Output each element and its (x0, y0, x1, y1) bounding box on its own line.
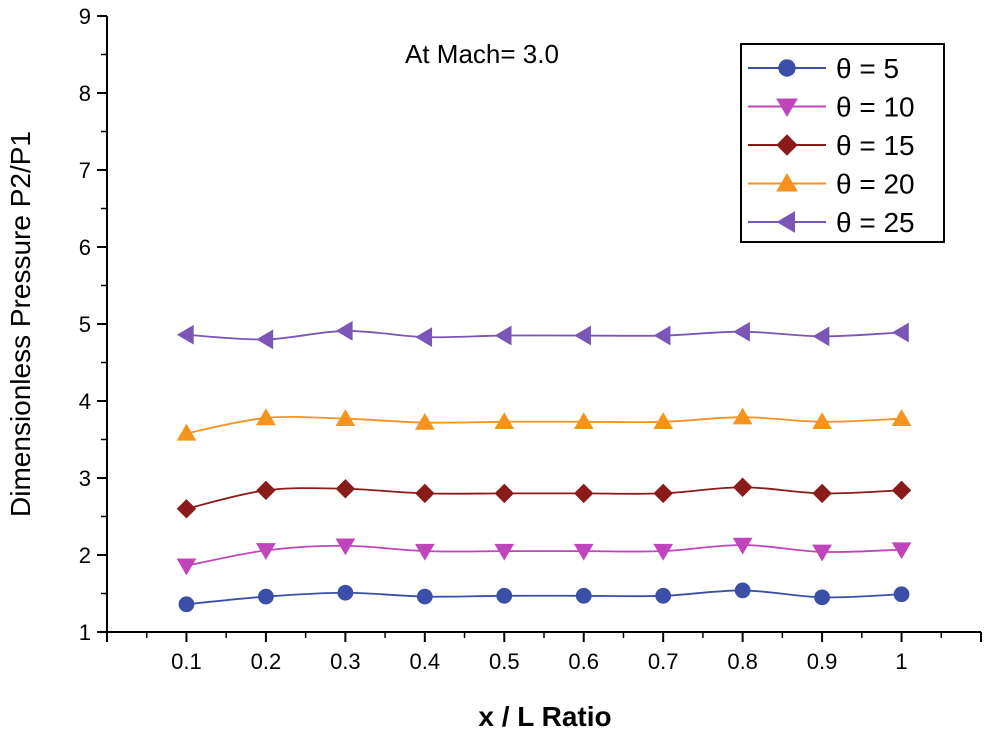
data-point (655, 587, 672, 604)
data-point (814, 589, 830, 606)
data-point (812, 544, 832, 562)
data-point (732, 407, 753, 425)
series-line (186, 544, 902, 567)
data-point (812, 326, 830, 347)
y-tick-label: 3 (79, 466, 91, 491)
data-point (812, 412, 832, 430)
y-tick-label: 7 (79, 158, 91, 183)
chart-annotation: At Mach= 3.0 (405, 39, 559, 69)
y-tick-label: 5 (79, 312, 91, 337)
data-point (574, 483, 594, 504)
data-point (573, 543, 594, 561)
data-point (732, 537, 753, 555)
legend-label: θ = 15 (836, 130, 915, 161)
data-point (337, 584, 354, 601)
legend-marker (776, 134, 798, 156)
data-point (415, 327, 433, 347)
x-tick-label: 0.9 (807, 649, 838, 674)
legend-box (740, 43, 945, 243)
data-point (494, 543, 515, 561)
data-point (653, 412, 674, 430)
data-point (256, 408, 276, 426)
data-point (653, 325, 671, 346)
legend-label: θ = 20 (836, 169, 915, 200)
data-point (732, 477, 753, 497)
y-tick-label: 4 (79, 389, 91, 414)
y-tick-label: 2 (79, 543, 91, 568)
data-point (256, 480, 276, 501)
legend: θ = 5 θ = 10 θ = 15 θ = 20 θ = 25 (740, 43, 945, 243)
data-point (891, 542, 912, 560)
data-point (416, 588, 433, 605)
data-point (812, 483, 832, 504)
data-point (496, 587, 513, 604)
data-point (573, 412, 594, 430)
y-tick-label: 8 (79, 81, 91, 106)
data-point (256, 543, 276, 560)
x-tick-label: 0.4 (410, 649, 441, 674)
data-point (891, 480, 912, 501)
series-4 (176, 407, 912, 441)
y-axis-title: Dimensionless Pressure P2/P1 (5, 131, 36, 517)
data-point (653, 543, 674, 561)
data-point (414, 413, 435, 430)
data-point (494, 325, 512, 346)
x-tick-label: 0.3 (330, 649, 361, 674)
data-point (414, 543, 435, 561)
data-point (733, 321, 750, 342)
x-tick-label: 1 (895, 649, 907, 674)
x-tick-label: 0.2 (251, 649, 282, 674)
y-tick-label: 9 (79, 4, 91, 29)
legend-marker (776, 173, 798, 192)
data-point (893, 586, 910, 603)
x-axis-title: x / L Ratio (478, 701, 611, 732)
data-point (494, 483, 514, 504)
series-line (186, 415, 902, 435)
data-point (176, 558, 197, 576)
series-2 (176, 537, 912, 576)
data-point (415, 483, 435, 504)
data-point (176, 423, 197, 441)
data-point (891, 409, 912, 426)
legend-label: θ = 5 (836, 53, 899, 84)
y-tick-label: 1 (79, 620, 91, 645)
data-point (335, 321, 353, 341)
data-point (176, 324, 194, 345)
data-point (335, 409, 356, 426)
series-line (186, 486, 902, 510)
series-layer (176, 321, 912, 613)
x-tick-label: 0.1 (171, 649, 202, 674)
data-point (653, 483, 673, 504)
series-1 (178, 582, 910, 613)
series-3 (176, 477, 912, 519)
data-point (494, 412, 515, 430)
data-point (258, 588, 274, 605)
data-point (734, 582, 751, 599)
series-line (186, 330, 902, 341)
y-tick-label: 6 (79, 235, 91, 260)
data-point (575, 587, 592, 604)
x-tick-label: 0.8 (727, 649, 758, 674)
legend-label: θ = 10 (836, 92, 915, 123)
data-point (574, 325, 591, 346)
data-point (176, 499, 197, 519)
data-point (335, 538, 356, 556)
tick-layer: 1 2 3 4 5 6 7 8 9 0.1 0.2 0.3 0.4 0.5 0.6 0.7 0.8 0.9 1 (79, 4, 982, 674)
data-point (178, 596, 195, 613)
legend-label: θ = 25 (836, 207, 915, 238)
x-tick-label: 0.7 (648, 649, 679, 674)
data-point (335, 479, 356, 499)
legend-marker (776, 211, 795, 233)
legend-marker (778, 59, 796, 77)
data-point (256, 329, 274, 350)
series-5 (176, 321, 909, 350)
series-line (186, 589, 902, 606)
x-tick-label: 0.6 (568, 649, 599, 674)
x-tick-label: 0.5 (489, 649, 520, 674)
data-point (892, 322, 909, 343)
legend-marker (776, 98, 798, 117)
